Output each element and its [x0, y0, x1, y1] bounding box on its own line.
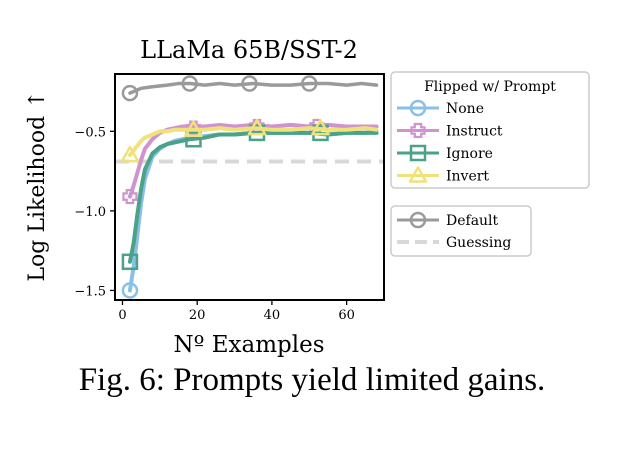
x-tick-label-40: 40	[264, 308, 281, 323]
series-ignore	[121, 124, 379, 271]
chart-title: LLaMa 65B/SST-2	[140, 36, 358, 64]
y-tick-label-0: −1.5	[74, 284, 106, 299]
axes: 0 20 40 60 −1.5 −1.0 −0.5	[74, 125, 354, 323]
x-tick-label-0: 0	[118, 308, 126, 323]
legend-label-none: None	[446, 101, 484, 117]
chart: LLaMa 65B/SST-2 Log Likelihood ↑ Nº Exam…	[25, 36, 590, 358]
plot-frame	[114, 73, 385, 301]
data-point-invert-3	[311, 118, 330, 136]
data-point-invert-2	[247, 118, 267, 136]
x-tick-label-60: 60	[338, 308, 355, 323]
data-point-default-2	[241, 75, 258, 92]
legend-item-invert: Invert	[397, 166, 489, 185]
series-default	[121, 75, 379, 102]
legend-secondary: Default Guessing	[390, 205, 532, 257]
legend-title: Flipped w/ Prompt	[424, 79, 556, 95]
data-point-default-3	[301, 75, 318, 92]
data-point-invert-1	[184, 120, 203, 137]
y-tick-label-2: −0.5	[74, 125, 106, 140]
legend-item-guessing: Guessing	[397, 235, 511, 251]
y-tick-label-1: −1.0	[74, 205, 106, 220]
data-point-instruct-0	[122, 188, 138, 205]
legend-marker-invert	[408, 166, 428, 183]
series-line-default	[128, 81, 379, 95]
legend-marker-ignore	[409, 144, 427, 162]
legend-item-instruct: Instruct	[397, 122, 503, 140]
x-tick-label-20: 20	[189, 308, 206, 323]
legend-label-default: Default	[446, 213, 499, 229]
series-invert	[120, 118, 379, 163]
legend-marker-instruct	[410, 122, 426, 139]
series-none	[121, 129, 379, 299]
series-line-ignore	[127, 130, 379, 264]
legend-marker-none	[409, 99, 427, 117]
y-axis-label: Log Likelihood ↑	[25, 90, 50, 281]
plot-area	[115, 75, 384, 299]
legend-label-invert: Invert	[446, 169, 489, 185]
series-line-none	[127, 129, 379, 293]
legend-primary-frame	[390, 71, 590, 189]
legend-primary: Flipped w/ Prompt None Instruct Ignore Inve…	[390, 71, 590, 189]
legend-label-instruct: Instruct	[446, 124, 503, 140]
data-point-default-0	[121, 84, 139, 102]
figure-caption: Fig. 6: Prompts yield limited gains.	[78, 362, 546, 398]
legend-item-none: None	[397, 99, 484, 117]
data-point-ignore-0	[121, 253, 139, 271]
data-point-ignore-1	[185, 131, 202, 148]
x-axis-label: Nº Examples	[173, 332, 324, 358]
data-point-default-1	[181, 75, 198, 92]
legend-label-ignore: Ignore	[446, 146, 493, 162]
legend-item-default: Default	[397, 211, 499, 229]
data-point-none-0	[121, 282, 139, 299]
legend-label-guessing: Guessing	[446, 235, 511, 251]
legend-item-ignore: Ignore	[397, 144, 493, 162]
legend-marker-default	[409, 211, 427, 229]
data-point-invert-0	[120, 145, 140, 163]
